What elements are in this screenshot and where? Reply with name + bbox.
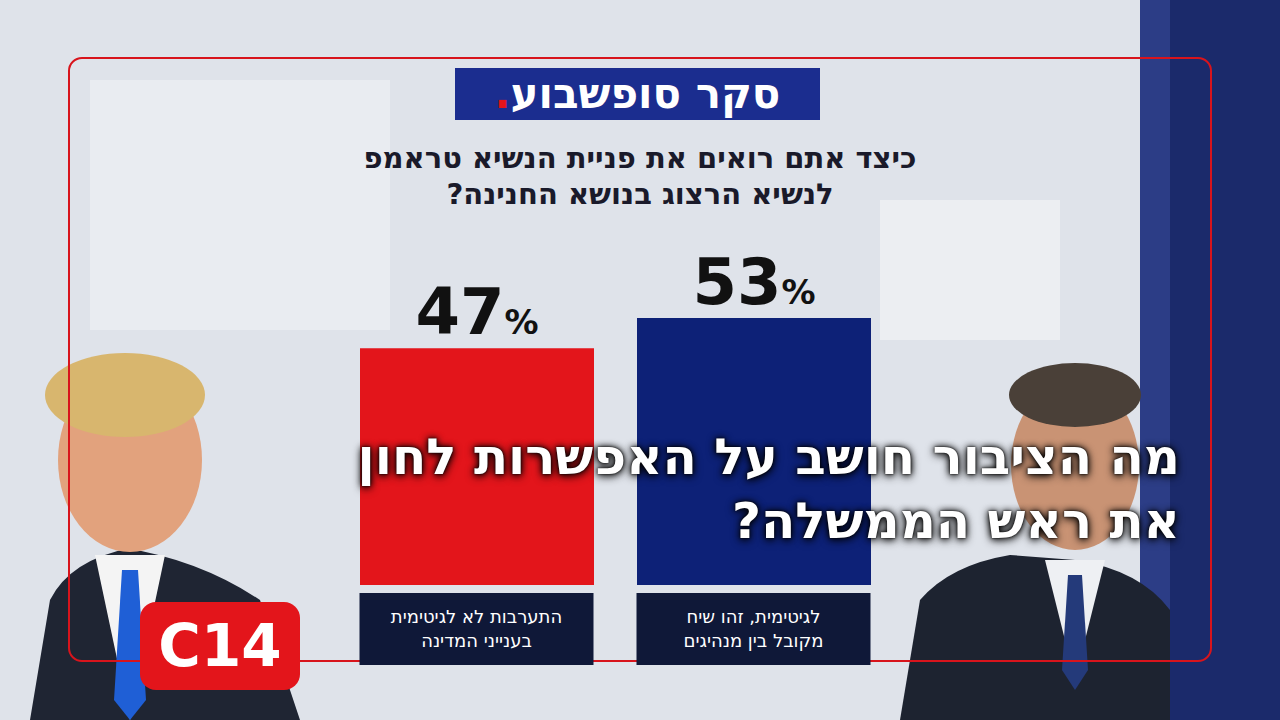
svg-text:47%: 47% — [415, 275, 538, 349]
svg-text:לגיטימית, זהו שיח: לגיטימית, זהו שיח — [686, 606, 820, 627]
html-text:מה הציבור חושב על האפשרות לחון: מה הציבור חושב על האפשרות לחון את ראש המ… — [357, 428, 1180, 550]
svg-text:מקובל בין מנהיגים: מקובל בין מנהיגים — [684, 630, 824, 651]
svg-text:התערבות לא לגיטימית: התערבות לא לגיטימית — [391, 606, 562, 627]
html-text:כיצד אתם רואים את פניית הנשיא: כיצד אתם רואים את פניית הנשיא טראמפ לנשי… — [363, 141, 917, 211]
svg-text:בענייני המדינה: בענייני המדינה — [421, 630, 532, 651]
html-text:סקר סופשבוע: סקר סופשבוע — [510, 69, 781, 118]
svg-text:53%: 53% — [692, 245, 815, 319]
html-text:C14: C14 — [158, 612, 282, 680]
